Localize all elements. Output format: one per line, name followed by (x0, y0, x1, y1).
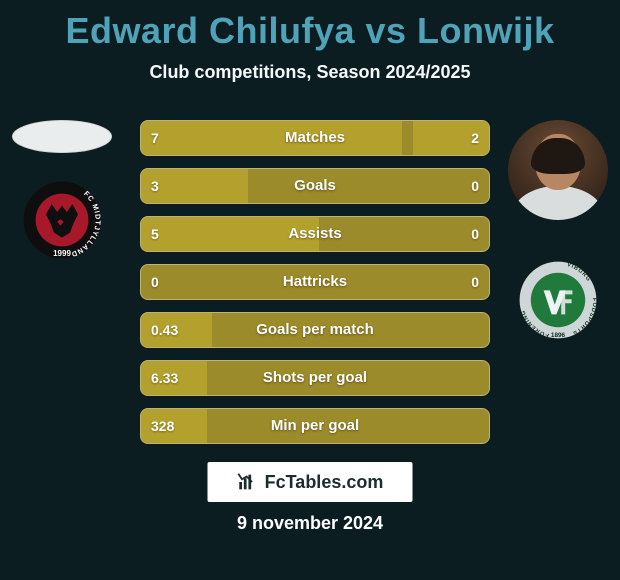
stat-value-right: 0 (471, 265, 479, 299)
stat-value-left: 7 (151, 121, 159, 155)
stat-row: Goals3 0 (140, 168, 490, 204)
snapshot-date: 9 november 2024 (0, 513, 620, 534)
stat-label: Goals per match (141, 313, 489, 347)
stat-row: Min per goal328 (140, 408, 490, 444)
stat-row: Hattricks0 0 (140, 264, 490, 300)
stat-label: Goals (141, 169, 489, 203)
player-photo-left (12, 120, 112, 153)
watermark-text: FcTables.com (265, 472, 384, 493)
stat-value-left: 0.43 (151, 313, 178, 347)
viborg-crest-svg: VIBORG FODSPORTS FORENING 1896 (518, 260, 598, 340)
stat-row: Goals per match0.43 (140, 312, 490, 348)
stat-value-left: 3 (151, 169, 159, 203)
player2-name: Lonwijk (417, 10, 555, 51)
watermark: FcTables.com (208, 462, 413, 502)
player-hair (531, 138, 585, 174)
bar-chart-icon (237, 471, 259, 493)
stat-label: Assists (141, 217, 489, 251)
stat-label: Hattricks (141, 265, 489, 299)
stat-row: Shots per goal6.33 (140, 360, 490, 396)
stat-value-left: 328 (151, 409, 174, 443)
stat-value-right: 2 (471, 121, 479, 155)
stat-row: Assists5 0 (140, 216, 490, 252)
stat-value-left: 6.33 (151, 361, 178, 395)
club-crest-viborg: VIBORG FODSPORTS FORENING 1896 (518, 260, 598, 340)
stat-value-right: 0 (471, 169, 479, 203)
vs-separator: vs (355, 10, 417, 51)
svg-text:1999: 1999 (53, 249, 71, 258)
stat-label: Min per goal (141, 409, 489, 443)
club-crest-midtjylland: FC MIDTJYLLAND 1999 (22, 180, 102, 260)
page-title: Edward Chilufya vs Lonwijk (0, 10, 620, 52)
player-shirt (513, 186, 603, 220)
stat-value-left: 0 (151, 265, 159, 299)
subtitle: Club competitions, Season 2024/2025 (0, 62, 620, 83)
stat-value-right: 0 (471, 217, 479, 251)
stat-value-left: 5 (151, 217, 159, 251)
player-photo-right (508, 120, 608, 220)
stat-row: Matches7 2 (140, 120, 490, 156)
player1-name: Edward Chilufya (65, 10, 355, 51)
midtjylland-crest-svg: FC MIDTJYLLAND 1999 (22, 180, 102, 260)
stat-label: Matches (141, 121, 489, 155)
svg-text:1896: 1896 (551, 332, 566, 339)
stat-label: Shots per goal (141, 361, 489, 395)
comparison-bars: Matches72Goals30Assists50Hattricks00Goal… (140, 120, 490, 456)
